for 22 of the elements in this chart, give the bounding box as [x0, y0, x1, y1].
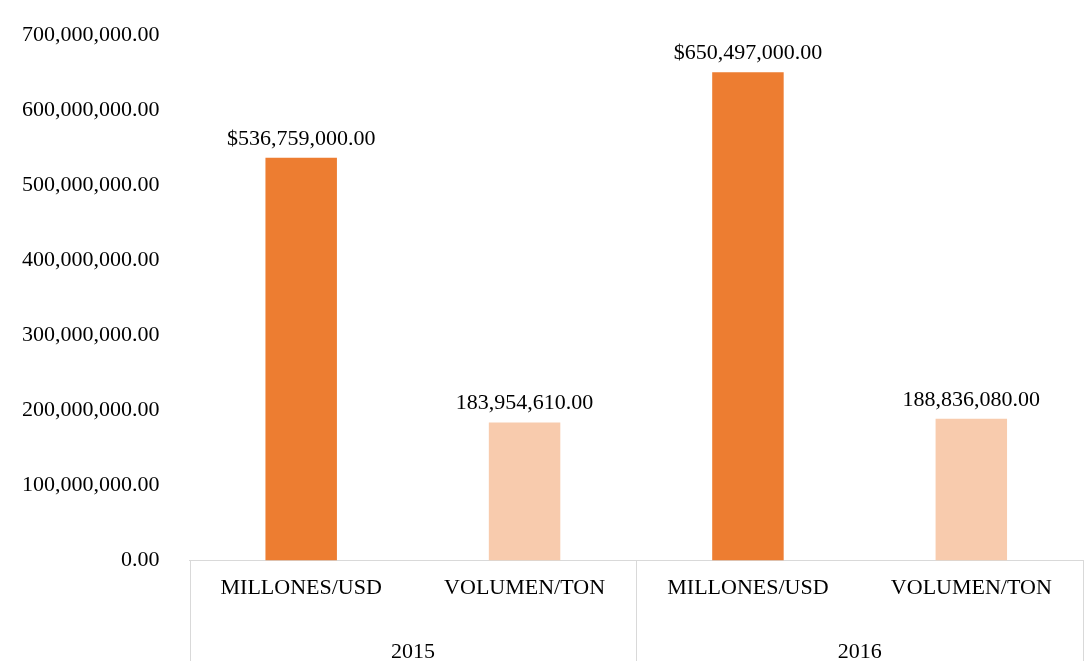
y-tick-label: 700,000,000.00: [22, 20, 160, 46]
data-label: $536,759,000.00: [226, 124, 376, 150]
data-label: 183,954,610.00: [455, 389, 594, 415]
y-tick-label: 200,000,000.00: [22, 396, 160, 422]
text: 2015: [390, 637, 435, 661]
bar: [265, 157, 337, 561]
bar: [935, 418, 1008, 561]
bar: [712, 72, 784, 561]
y-tick-label: 600,000,000.00: [22, 96, 160, 122]
x-tick-label: VOLUMEN/TON: [444, 573, 606, 599]
y-tick-label: 300,000,000.00: [22, 321, 160, 347]
x-tick-label: MILLONES/USD: [220, 573, 382, 599]
data-label: $650,497,000.00: [673, 39, 823, 65]
data-label: 188,836,080.00: [902, 385, 1041, 411]
y-tick-label: 500,000,000.00: [22, 171, 160, 197]
y-tick-label: 100,000,000.00: [22, 471, 160, 497]
bar: [488, 422, 561, 561]
x-tick-label: MILLONES/USD: [667, 573, 829, 599]
y-tick-label: 0.00: [121, 546, 160, 572]
x-tick-label: VOLUMEN/TON: [890, 573, 1052, 599]
y-tick-label: 400,000,000.00: [22, 246, 160, 272]
text: 2016: [837, 637, 882, 661]
